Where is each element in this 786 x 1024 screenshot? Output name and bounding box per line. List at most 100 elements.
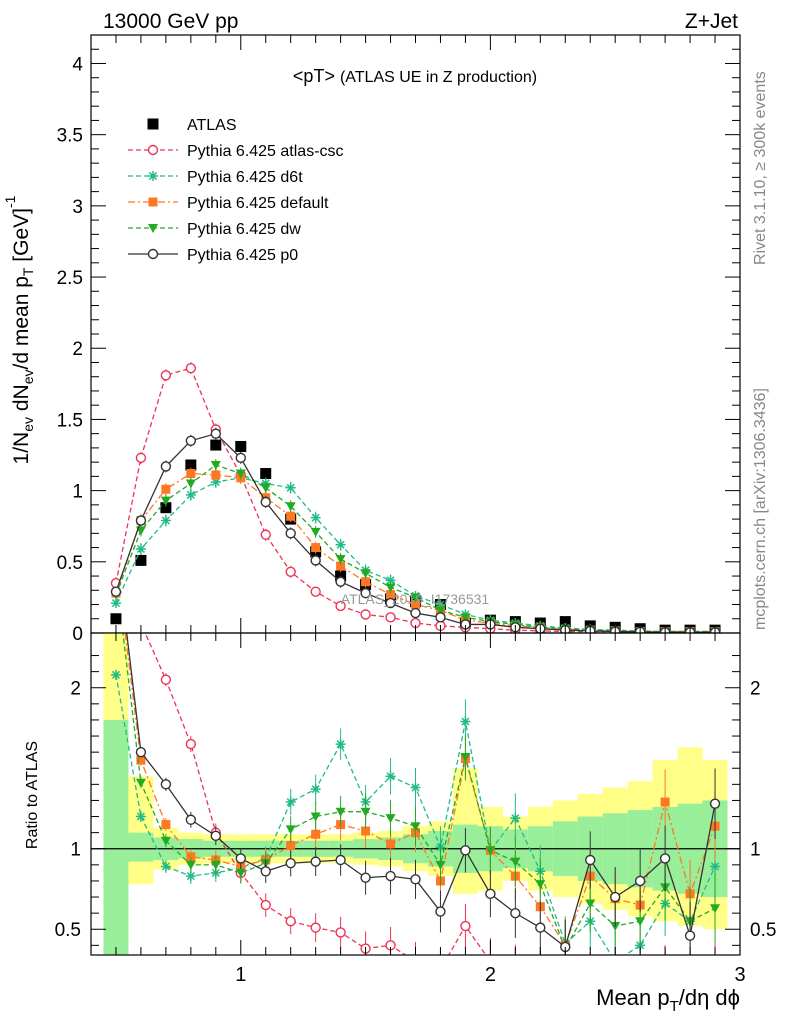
x-tick-label: 2 (485, 964, 496, 986)
legend-marker (148, 171, 158, 181)
data-point (335, 576, 346, 587)
ratio-y-tick-label: 1 (70, 840, 81, 861)
data-point (235, 452, 246, 464)
ratio-point (235, 853, 246, 864)
y-tick-label: 2.5 (57, 268, 83, 289)
ratio-y-axis-label: Ratio to ATLAS (24, 741, 41, 849)
legend-entry: Pythia 6.425 d6t (128, 169, 303, 186)
data-point (185, 435, 197, 446)
y-axis-label-part: -1 (2, 195, 18, 208)
ratio-point (561, 981, 570, 990)
ratio-y-tick-label-right: 0.5 (750, 920, 776, 941)
data-point (110, 613, 122, 625)
data-point (260, 496, 271, 508)
legend-entry: Pythia 6.425 atlas-csc (128, 143, 344, 160)
ratio-point (285, 825, 296, 835)
ratio-point (485, 846, 496, 856)
data-point (336, 561, 346, 571)
legend-label: Pythia 6.425 d6t (187, 169, 303, 186)
data-point (260, 483, 271, 493)
data-point (285, 502, 296, 512)
ratio-point (135, 811, 146, 822)
data-point (160, 515, 171, 526)
data-point (210, 428, 222, 439)
data-point (211, 470, 221, 480)
ratio-point (111, 442, 120, 451)
ratio-point (435, 906, 446, 917)
ratio-point (310, 922, 321, 933)
ratio-point (160, 779, 172, 790)
ratio-point (335, 854, 346, 866)
ratio-point (710, 861, 721, 872)
legend-entry: Pythia 6.425 default (128, 195, 329, 212)
data-point (260, 468, 272, 480)
ratio-point (485, 888, 496, 900)
ratio-point (610, 956, 620, 966)
legend-entry: ATLAS (147, 117, 237, 134)
data-point (160, 496, 171, 506)
data-point (360, 609, 371, 620)
data-point (386, 590, 396, 600)
ratio-point (310, 812, 321, 822)
x-axis-label: Mean pT/dη dϕ (596, 985, 740, 1015)
y-axis-label: 1/Nev dNev/d mean pT [GeV]-1 (2, 195, 36, 464)
ratio-point (135, 778, 146, 788)
ratio-point (286, 841, 296, 851)
ratio-point (161, 820, 171, 830)
legend-entry: Pythia 6.425 dw (128, 221, 301, 238)
ratio-point (511, 965, 520, 974)
legend-label: Pythia 6.425 atlas-csc (187, 143, 344, 160)
data-point (160, 461, 172, 472)
data-point (385, 583, 396, 593)
ratio-point (386, 839, 396, 849)
ratio-point (186, 852, 196, 862)
plot-title: <pT> (ATLAS UE in Z production) (293, 66, 537, 86)
ratio-y-tick-label-right: 1 (750, 840, 761, 861)
y-axis-label-part: dN (10, 384, 33, 417)
ratio-point (285, 797, 296, 808)
ratio-point (686, 965, 695, 974)
ratio-panel: 0.5 0.5 1 1 2 2 1 2 3 Ratio to ATLAS Mean pT/dη … (24, 442, 776, 1015)
side-label-mcplots: mcplots.cern.ch [arXiv:1306.3436] (752, 388, 769, 630)
data-point (410, 607, 421, 619)
data-point (410, 593, 421, 603)
data-point (135, 554, 147, 566)
legend-marker (147, 248, 159, 260)
ratio-point (710, 904, 721, 914)
data-point (110, 586, 122, 597)
data-point (185, 489, 196, 500)
ratio-point (210, 860, 221, 870)
y-tick-label: 3.5 (57, 126, 83, 147)
ratio-point (435, 860, 446, 870)
ratio-point (310, 784, 321, 795)
x-tick-label: 3 (734, 964, 745, 986)
ratio-point (111, 554, 120, 563)
main-panel: ATLAS_2019_I1736531 0 0.5 1 1.5 2 2.5 3 3.5 4 <p… (2, 34, 741, 645)
data-point (185, 459, 197, 471)
ratio-point (585, 854, 596, 866)
ratio-point (160, 861, 171, 872)
legend-marker (147, 144, 159, 156)
ratio-point (536, 973, 545, 982)
ratio-point (360, 872, 371, 883)
ratio-point (361, 826, 371, 836)
ratio-y-tick-label: 2 (70, 679, 81, 700)
ratio-point (111, 538, 120, 547)
ratio-point (661, 973, 670, 982)
x-tick-label: 1 (235, 964, 246, 986)
data-point (285, 528, 296, 539)
ratio-point (360, 807, 371, 817)
ratio-point (510, 857, 521, 867)
ratio-point (411, 957, 420, 966)
y-axis-label-part: ev (20, 369, 36, 384)
ratio-point (135, 746, 147, 758)
y-tick-label: 4 (72, 54, 83, 75)
y-axis-label-part: 1/N (10, 432, 33, 465)
data-point (235, 469, 246, 479)
ratio-point (185, 871, 196, 882)
data-point (310, 586, 321, 597)
data-point (186, 469, 196, 479)
legend-marker (147, 118, 159, 130)
data-point (285, 482, 296, 493)
